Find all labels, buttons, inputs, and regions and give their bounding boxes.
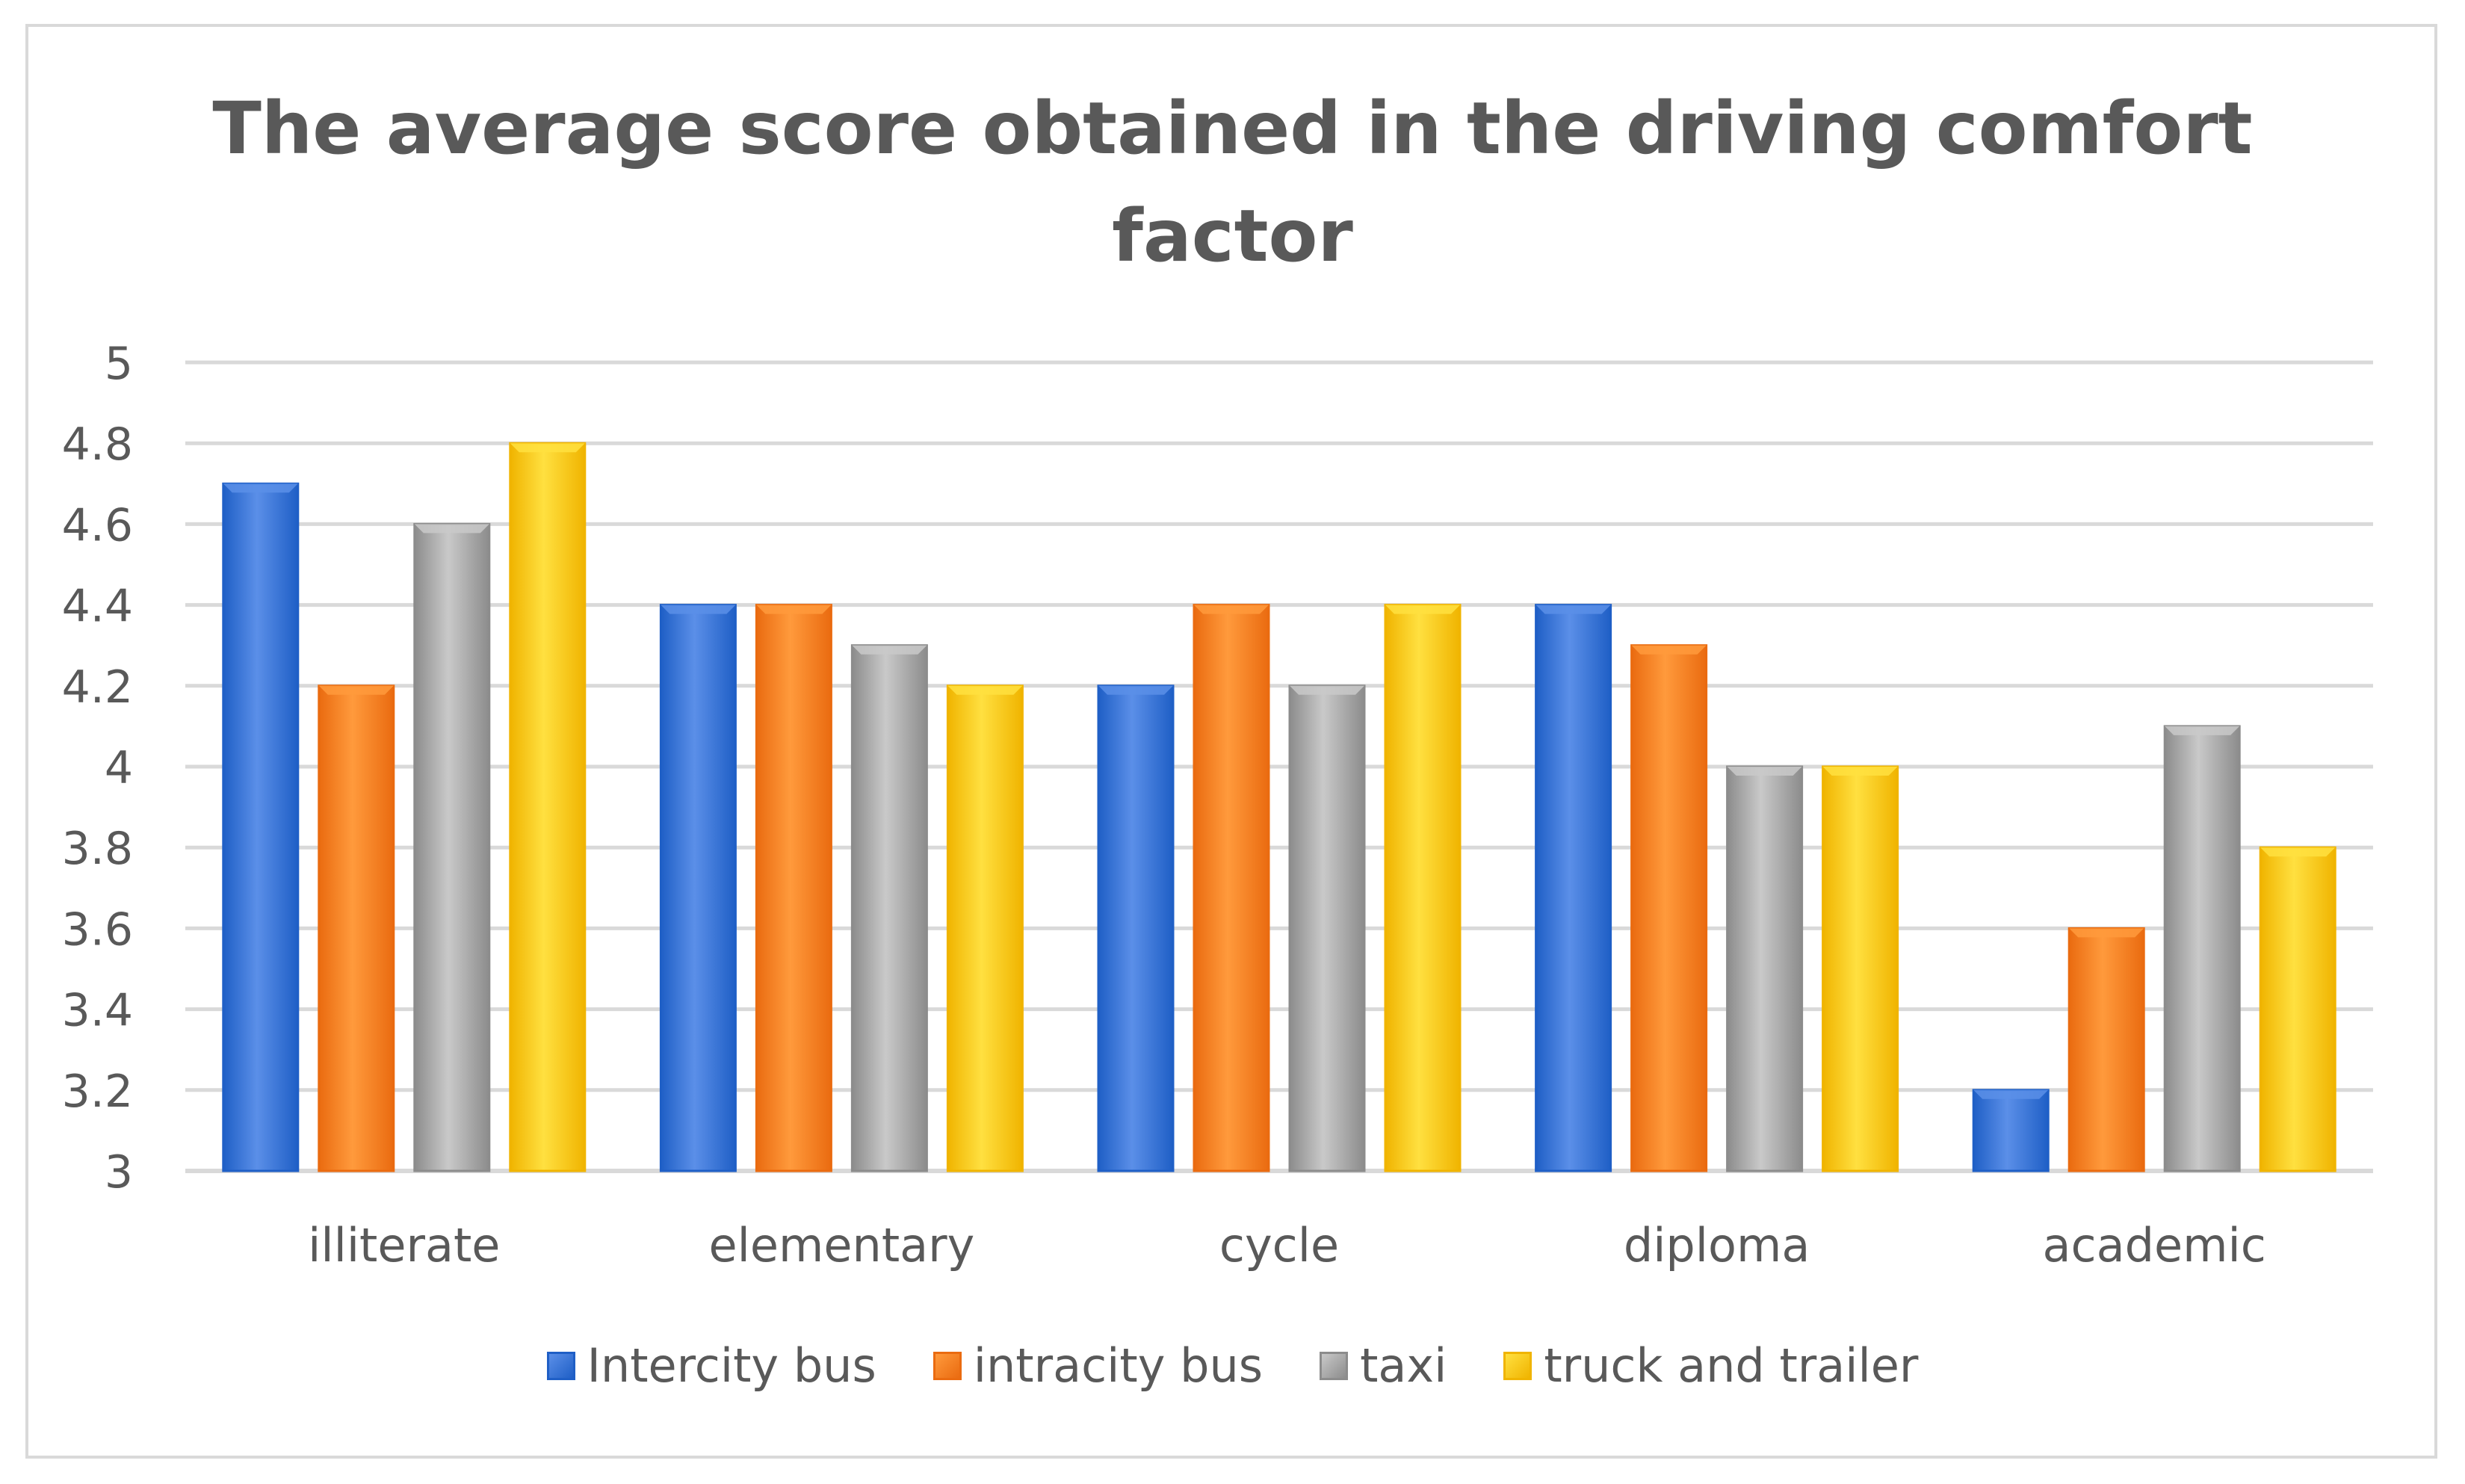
legend-swatch: [546, 1352, 575, 1380]
x-tick-label: illiterate: [308, 1218, 500, 1273]
y-tick-label: 4.2: [62, 661, 133, 714]
x-tick-label: academic: [2043, 1218, 2266, 1273]
y-tick-label: 4.8: [62, 418, 133, 471]
x-tick-label: elementary: [708, 1218, 974, 1273]
y-tick-label: 3.8: [62, 823, 133, 875]
legend: Intercity bus intracity bus taxi truck and …: [0, 1329, 2465, 1403]
legend-item: truck and trailer: [1503, 1339, 1918, 1393]
legend-swatch: [1503, 1352, 1532, 1380]
bar-diploma-taxi: [1726, 765, 1804, 1172]
bar-diploma-truck-and-trailer: [1822, 765, 1899, 1172]
bar-academic-truck-and-trailer: [2259, 846, 2336, 1172]
legend-swatch: [1320, 1352, 1349, 1380]
legend-item: intracity bus: [933, 1339, 1263, 1393]
legend-item: Intercity bus: [546, 1338, 876, 1393]
bar-academic-taxi: [2163, 725, 2241, 1172]
bar-cycle-intracity-bus: [1193, 604, 1270, 1172]
x-tick-label: diploma: [1624, 1218, 1810, 1273]
bar-diploma-intracity-bus: [1630, 644, 1708, 1172]
legend-label: Intercity bus: [587, 1338, 876, 1393]
legend-label: truck and trailer: [1544, 1338, 1919, 1393]
x-axis-ticks: illiterate elementary cycle diploma academic: [308, 1218, 2266, 1273]
bar-illiterate-intracity-bus: [318, 684, 395, 1172]
y-tick-label: 5: [105, 338, 133, 390]
bar-cycle-intercity-bus: [1097, 684, 1175, 1172]
chart-title-line-2: factor: [1112, 194, 1353, 278]
y-tick-label: 3.4: [62, 985, 133, 1037]
legend-item: taxi: [1320, 1339, 1447, 1393]
bars: [222, 442, 2336, 1172]
chart-title-line-1: The average score obtained in the drivin…: [212, 87, 2253, 170]
y-tick-label: 3.2: [62, 1066, 133, 1118]
bar-elementary-intracity-bus: [755, 604, 832, 1172]
x-tick-label: cycle: [1219, 1218, 1339, 1273]
bar-elementary-taxi: [850, 644, 928, 1172]
bar-cycle-truck-and-trailer: [1384, 604, 1462, 1172]
y-tick-label: 3.6: [62, 903, 133, 956]
y-tick-label: 3: [105, 1146, 133, 1199]
chart-title: The average score obtained in the drivin…: [0, 75, 2465, 290]
bar-illiterate-truck-and-trailer: [509, 442, 587, 1172]
legend-label: taxi: [1360, 1338, 1447, 1393]
y-tick-label: 4.4: [62, 581, 133, 633]
bar-illiterate-intercity-bus: [222, 482, 300, 1172]
y-tick-label: 4: [105, 742, 133, 794]
bar-elementary-intercity-bus: [659, 604, 737, 1172]
bar-elementary-truck-and-trailer: [946, 684, 1024, 1172]
legend-swatch: [933, 1352, 962, 1380]
bar-diploma-intercity-bus: [1535, 604, 1612, 1172]
legend-label: intracity bus: [973, 1338, 1264, 1393]
bar-academic-intracity-bus: [2067, 927, 2145, 1172]
bar-cycle-taxi: [1288, 684, 1366, 1172]
bar-academic-intercity-bus: [1972, 1089, 2050, 1172]
y-axis-ticks: 3 3.2 3.4 3.6 3.8 4 4.2 4.4 4.6 4.8 5: [62, 338, 133, 1199]
bar-illiterate-taxi: [413, 522, 491, 1172]
y-tick-label: 4.6: [62, 499, 133, 551]
